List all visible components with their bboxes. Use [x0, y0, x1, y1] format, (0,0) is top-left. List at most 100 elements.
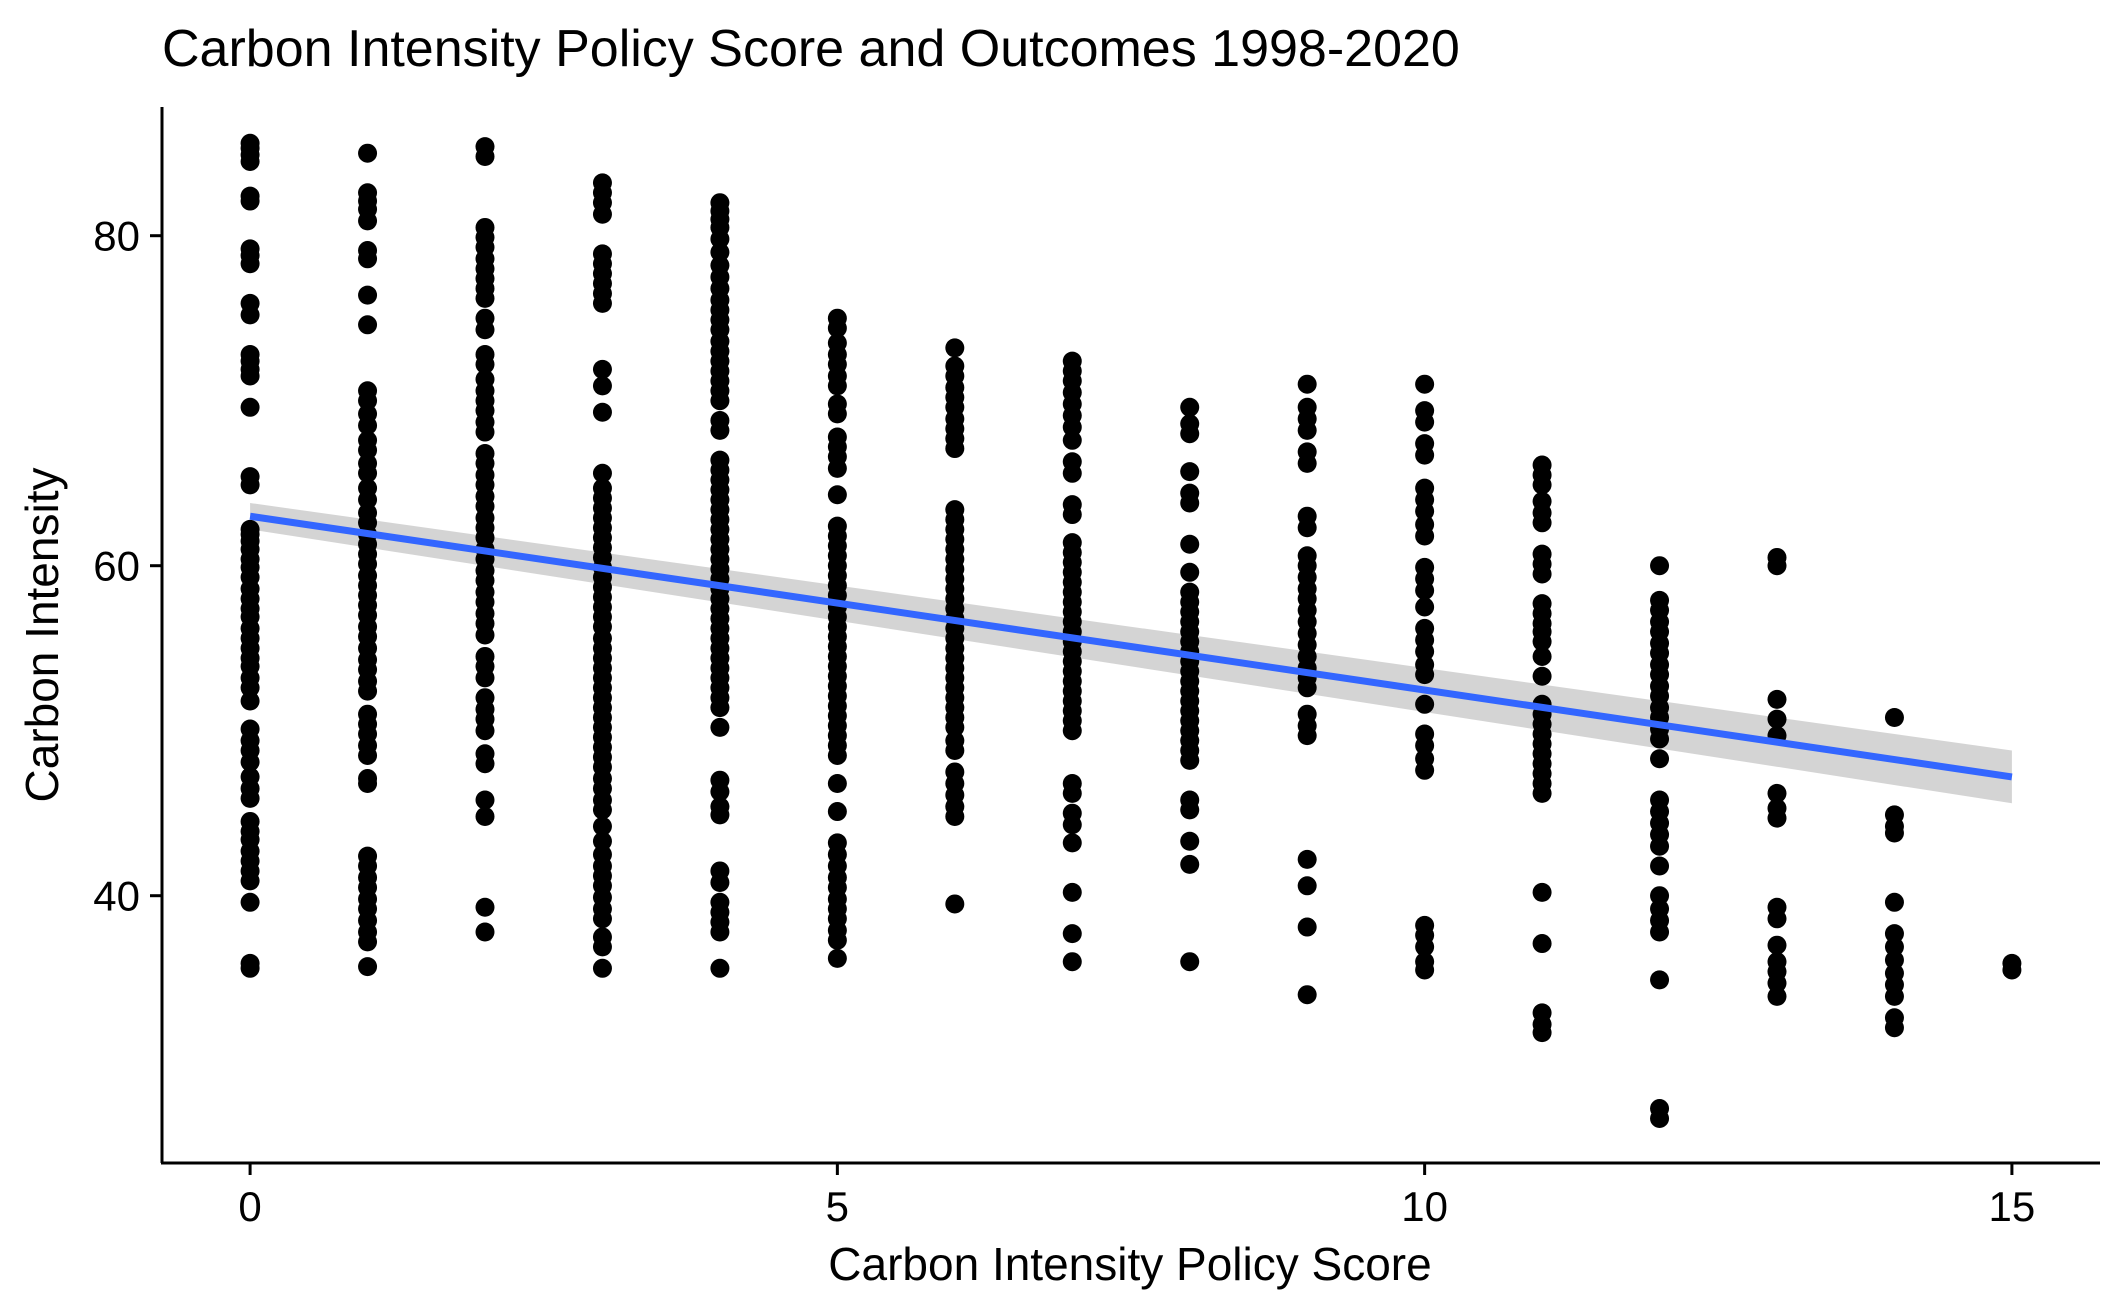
data-point [1650, 836, 1670, 856]
data-point [475, 320, 495, 340]
data-point [1532, 882, 1552, 902]
data-point [1415, 580, 1435, 600]
data-point [240, 892, 260, 912]
data-point [710, 717, 730, 737]
data-point [1180, 750, 1200, 770]
data-point [1180, 952, 1200, 972]
data-point [1532, 475, 1552, 495]
data-point [240, 254, 260, 274]
data-point [827, 948, 847, 968]
data-point [710, 782, 730, 802]
data-point [475, 922, 495, 942]
data-point [1062, 815, 1082, 835]
data-point [1650, 970, 1670, 990]
data-point [827, 485, 847, 505]
trend-line-layer [249, 512, 2013, 781]
x-tick-label: 5 [826, 1183, 849, 1230]
data-point [710, 922, 730, 942]
data-point [240, 871, 260, 891]
data-point [1767, 909, 1787, 929]
data-point [1767, 973, 1787, 993]
data-point [1767, 783, 1787, 803]
data-point [1180, 493, 1200, 513]
data-point [475, 422, 495, 442]
confidence-band [250, 503, 2012, 804]
data-point [1884, 937, 1904, 957]
data-point [592, 402, 612, 422]
data-point [240, 678, 260, 698]
data-point [1532, 564, 1552, 584]
data-point [1297, 374, 1317, 394]
data-point [358, 774, 378, 793]
data-point [1532, 934, 1552, 954]
data-point [1767, 808, 1787, 828]
data-point [827, 404, 847, 424]
data-point [827, 376, 847, 396]
confidence-band-layer [250, 503, 2012, 804]
data-point [475, 668, 495, 688]
data-point [358, 143, 378, 163]
data-point [827, 458, 847, 478]
data-point [1415, 760, 1435, 780]
data-point [945, 338, 965, 358]
data-point [1884, 986, 1904, 1006]
data-point [240, 191, 260, 211]
data-point [945, 439, 965, 459]
data-point [1180, 562, 1200, 582]
data-point [358, 440, 378, 460]
data-point [475, 147, 495, 166]
data-point [1767, 556, 1787, 576]
data-point [1415, 526, 1435, 546]
data-point [475, 807, 495, 826]
data-point [1062, 721, 1082, 741]
data-point [1415, 445, 1435, 465]
data-point [1532, 646, 1552, 666]
data-point [1532, 1023, 1552, 1043]
data-point [475, 354, 495, 374]
data-point [1180, 831, 1200, 851]
data-point [475, 754, 495, 774]
data-point [827, 930, 847, 950]
data-point [1062, 430, 1082, 450]
data-point [2002, 960, 2022, 980]
data-point [1767, 935, 1787, 955]
data-point [1297, 453, 1317, 473]
data-point [1297, 518, 1317, 538]
data-point [1650, 1108, 1670, 1128]
data-point [1180, 397, 1200, 417]
data-point [1650, 922, 1670, 942]
data-point [1415, 501, 1435, 521]
data-point [1884, 950, 1904, 970]
data-point [358, 415, 378, 435]
data-point [1532, 513, 1552, 533]
data-point [1884, 823, 1904, 843]
data-point [1062, 463, 1082, 483]
data-point [592, 359, 612, 379]
data-point [358, 249, 378, 269]
data-point [475, 897, 495, 917]
x-tick-label: 15 [1989, 1183, 2036, 1230]
data-point [475, 288, 495, 308]
data-point [1180, 854, 1200, 874]
data-point [1532, 666, 1552, 686]
y-axis-title: Carbon Intensity [16, 468, 68, 803]
data-point [1884, 892, 1904, 912]
x-ticks: 0 5 10 15 [238, 1163, 2035, 1230]
data-point [475, 625, 495, 645]
data-point [1650, 749, 1670, 769]
data-point [710, 420, 730, 440]
data-point [1062, 924, 1082, 944]
data-point [1415, 642, 1435, 661]
data-point [1415, 665, 1435, 685]
data-point [1415, 374, 1435, 394]
data-point [358, 285, 378, 305]
data-point [1532, 783, 1552, 803]
data-point [1415, 736, 1435, 756]
data-point [592, 816, 612, 836]
trend-line [249, 512, 2013, 781]
x-tick-label: 10 [1401, 1183, 1448, 1230]
data-point [240, 958, 260, 978]
data-point [592, 204, 612, 224]
data-point [710, 873, 730, 892]
x-tick-label: 0 [238, 1183, 261, 1230]
